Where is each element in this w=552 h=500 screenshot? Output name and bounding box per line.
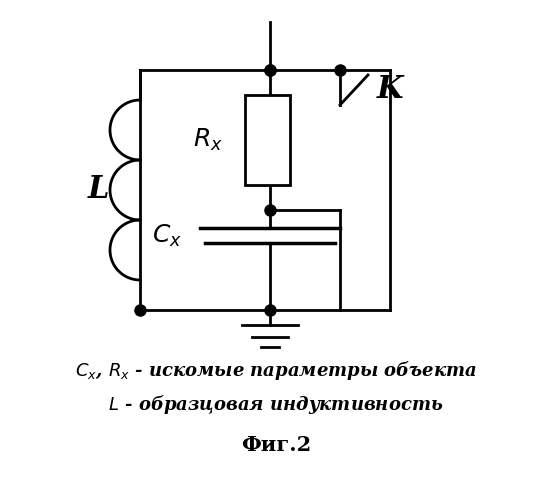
Text: $C_x$, $R_x$ - искомые параметры объекта: $C_x$, $R_x$ - искомые параметры объекта <box>75 358 477 382</box>
Text: $L$ - образцовая индуктивность: $L$ - образцовая индуктивность <box>108 394 444 416</box>
Text: Фиг.2: Фиг.2 <box>241 435 311 455</box>
Text: L: L <box>87 174 109 206</box>
Text: $C_x$: $C_x$ <box>152 222 182 248</box>
Text: $R_x$: $R_x$ <box>193 127 223 153</box>
Text: K: K <box>377 74 404 106</box>
Bar <box>245 95 290 185</box>
